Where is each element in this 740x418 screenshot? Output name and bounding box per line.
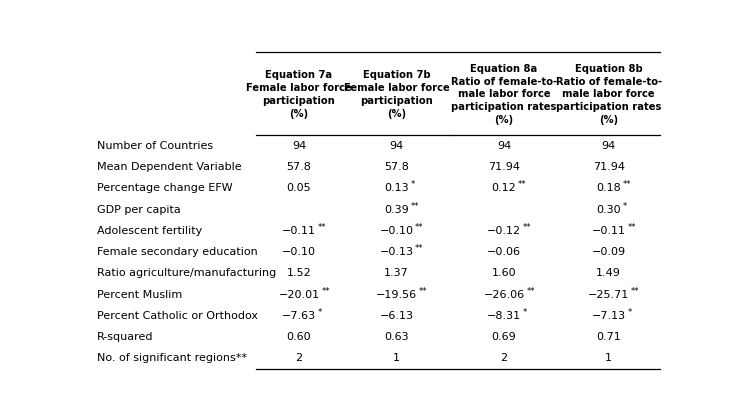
Text: Percent Catholic or Orthodox: Percent Catholic or Orthodox xyxy=(97,311,258,321)
Text: *: * xyxy=(628,308,632,317)
Text: **: ** xyxy=(623,181,631,189)
Text: 1.37: 1.37 xyxy=(384,268,408,278)
Text: **: ** xyxy=(419,287,427,296)
Text: −0.13: −0.13 xyxy=(380,247,414,257)
Text: 0.39: 0.39 xyxy=(384,205,408,215)
Text: **: ** xyxy=(321,287,330,296)
Text: −6.13: −6.13 xyxy=(380,311,414,321)
Text: 1.49: 1.49 xyxy=(596,268,621,278)
Text: **: ** xyxy=(518,181,527,189)
Text: −7.63: −7.63 xyxy=(282,311,316,321)
Text: −0.10: −0.10 xyxy=(380,226,414,236)
Text: 0.69: 0.69 xyxy=(491,332,517,342)
Text: **: ** xyxy=(522,223,531,232)
Text: 0.12: 0.12 xyxy=(491,184,517,194)
Text: −0.11: −0.11 xyxy=(592,226,625,236)
Text: 71.94: 71.94 xyxy=(488,162,520,172)
Text: 2: 2 xyxy=(295,353,303,363)
Text: Ratio agriculture/manufacturing: Ratio agriculture/manufacturing xyxy=(97,268,276,278)
Text: −0.06: −0.06 xyxy=(487,247,521,257)
Text: **: ** xyxy=(415,223,424,232)
Text: GDP per capita: GDP per capita xyxy=(97,205,181,215)
Text: 71.94: 71.94 xyxy=(593,162,625,172)
Text: Percent Muslim: Percent Muslim xyxy=(97,290,182,300)
Text: 1: 1 xyxy=(393,353,400,363)
Text: 94: 94 xyxy=(292,141,306,151)
Text: 2: 2 xyxy=(500,353,508,363)
Text: 94: 94 xyxy=(602,141,616,151)
Text: 0.63: 0.63 xyxy=(384,332,408,342)
Text: Equation 8a
Ratio of female-to-
male labor force
participation rates
(%): Equation 8a Ratio of female-to- male lab… xyxy=(451,64,557,125)
Text: 1.60: 1.60 xyxy=(491,268,517,278)
Text: 57.8: 57.8 xyxy=(384,162,409,172)
Text: 0.30: 0.30 xyxy=(596,205,621,215)
Text: 94: 94 xyxy=(389,141,403,151)
Text: Adolescent fertility: Adolescent fertility xyxy=(97,226,202,236)
Text: Equation 7b
Female labor force
participation
(%): Equation 7b Female labor force participa… xyxy=(343,70,449,119)
Text: 1: 1 xyxy=(605,353,612,363)
Text: No. of significant regions**: No. of significant regions** xyxy=(97,353,247,363)
Text: 0.05: 0.05 xyxy=(286,184,312,194)
Text: −0.12: −0.12 xyxy=(487,226,521,236)
Text: Equation 8b
Ratio of female-to-
male labor force
participation rates
(%): Equation 8b Ratio of female-to- male lab… xyxy=(556,64,662,125)
Text: R-squared: R-squared xyxy=(97,332,154,342)
Text: 1.52: 1.52 xyxy=(286,268,312,278)
Text: −25.71: −25.71 xyxy=(588,290,629,300)
Text: −0.10: −0.10 xyxy=(282,247,316,257)
Text: **: ** xyxy=(526,287,535,296)
Text: 0.13: 0.13 xyxy=(384,184,408,194)
Text: *: * xyxy=(317,308,322,317)
Text: 0.71: 0.71 xyxy=(596,332,621,342)
Text: **: ** xyxy=(317,223,326,232)
Text: −7.13: −7.13 xyxy=(591,311,626,321)
Text: Equation 7a
Female labor force
participation
(%): Equation 7a Female labor force participa… xyxy=(246,70,352,119)
Text: Mean Dependent Variable: Mean Dependent Variable xyxy=(97,162,242,172)
Text: −8.31: −8.31 xyxy=(487,311,521,321)
Text: −20.01: −20.01 xyxy=(278,290,320,300)
Text: **: ** xyxy=(631,287,639,296)
Text: *: * xyxy=(622,202,627,211)
Text: **: ** xyxy=(411,202,419,211)
Text: *: * xyxy=(411,181,414,189)
Text: Female secondary education: Female secondary education xyxy=(97,247,258,257)
Text: −0.09: −0.09 xyxy=(591,247,626,257)
Text: *: * xyxy=(522,308,527,317)
Text: 94: 94 xyxy=(497,141,511,151)
Text: **: ** xyxy=(415,244,424,253)
Text: 57.8: 57.8 xyxy=(286,162,312,172)
Text: Percentage change EFW: Percentage change EFW xyxy=(97,184,232,194)
Text: −0.11: −0.11 xyxy=(282,226,316,236)
Text: −26.06: −26.06 xyxy=(483,290,525,300)
Text: 0.18: 0.18 xyxy=(596,184,621,194)
Text: Number of Countries: Number of Countries xyxy=(97,141,213,151)
Text: 0.60: 0.60 xyxy=(286,332,312,342)
Text: **: ** xyxy=(628,223,636,232)
Text: −19.56: −19.56 xyxy=(376,290,417,300)
